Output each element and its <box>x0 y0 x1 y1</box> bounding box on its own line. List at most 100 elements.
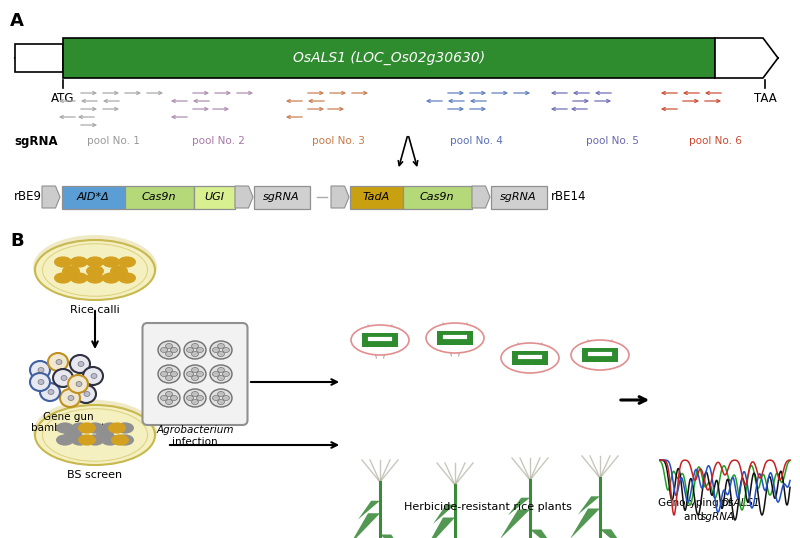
Ellipse shape <box>426 323 484 353</box>
FancyBboxPatch shape <box>582 348 618 362</box>
Ellipse shape <box>86 272 104 284</box>
Ellipse shape <box>78 422 96 434</box>
Polygon shape <box>433 505 455 524</box>
Ellipse shape <box>86 422 104 434</box>
Text: rBE9: rBE9 <box>14 190 42 203</box>
Text: Agrobacterium: Agrobacterium <box>156 425 234 435</box>
Text: OsALS1 (LOC_Os02g30630): OsALS1 (LOC_Os02g30630) <box>293 51 485 65</box>
Ellipse shape <box>158 365 180 383</box>
Ellipse shape <box>111 434 129 445</box>
Ellipse shape <box>30 373 50 391</box>
Ellipse shape <box>70 257 88 267</box>
Ellipse shape <box>102 257 120 267</box>
Ellipse shape <box>170 372 178 377</box>
Polygon shape <box>500 509 530 538</box>
Ellipse shape <box>110 265 128 277</box>
Ellipse shape <box>213 395 219 400</box>
Text: pool No. 2: pool No. 2 <box>191 136 245 146</box>
Ellipse shape <box>184 365 206 383</box>
Ellipse shape <box>76 385 96 403</box>
Text: Cas9n: Cas9n <box>420 192 454 202</box>
Polygon shape <box>508 498 530 515</box>
Ellipse shape <box>170 348 178 352</box>
Ellipse shape <box>191 392 198 397</box>
Ellipse shape <box>48 353 68 371</box>
Ellipse shape <box>35 405 155 465</box>
Text: and: and <box>684 512 707 522</box>
Ellipse shape <box>35 240 155 300</box>
Ellipse shape <box>166 351 173 357</box>
Ellipse shape <box>222 348 230 352</box>
Text: ATG: ATG <box>51 92 74 105</box>
Text: Gene gun: Gene gun <box>42 412 94 422</box>
Text: Genotyping of: Genotyping of <box>658 498 735 508</box>
Ellipse shape <box>170 395 178 400</box>
Text: pool No. 3: pool No. 3 <box>311 136 365 146</box>
Ellipse shape <box>218 400 225 405</box>
Ellipse shape <box>33 400 157 464</box>
Ellipse shape <box>191 351 198 357</box>
Ellipse shape <box>71 434 89 445</box>
Ellipse shape <box>56 422 74 434</box>
Ellipse shape <box>218 392 225 397</box>
Ellipse shape <box>54 257 72 267</box>
FancyBboxPatch shape <box>490 186 546 209</box>
Text: pool No. 5: pool No. 5 <box>586 136 638 146</box>
Text: Cas9n: Cas9n <box>142 192 176 202</box>
Ellipse shape <box>191 400 198 405</box>
Text: sgRNA: sgRNA <box>500 192 537 202</box>
FancyBboxPatch shape <box>62 186 125 209</box>
Ellipse shape <box>218 351 225 357</box>
Text: sgRNA: sgRNA <box>263 192 300 202</box>
Ellipse shape <box>186 395 194 400</box>
Ellipse shape <box>166 343 173 349</box>
FancyBboxPatch shape <box>125 186 194 209</box>
Text: rBE14: rBE14 <box>551 190 586 203</box>
Ellipse shape <box>210 341 232 359</box>
Text: AID*Δ: AID*Δ <box>77 192 110 202</box>
Ellipse shape <box>161 348 167 352</box>
Ellipse shape <box>166 392 173 397</box>
Text: BS screen: BS screen <box>67 470 122 480</box>
Ellipse shape <box>118 272 136 284</box>
Polygon shape <box>380 534 408 538</box>
Ellipse shape <box>218 376 225 380</box>
Ellipse shape <box>76 381 82 386</box>
Text: A: A <box>10 12 24 30</box>
Text: pool No. 6: pool No. 6 <box>689 136 742 146</box>
Ellipse shape <box>96 429 114 441</box>
Ellipse shape <box>118 257 136 267</box>
Polygon shape <box>578 496 600 515</box>
Ellipse shape <box>83 367 103 385</box>
Polygon shape <box>358 501 380 520</box>
Text: pool No. 1: pool No. 1 <box>86 136 139 146</box>
Ellipse shape <box>61 376 67 380</box>
Ellipse shape <box>86 257 104 267</box>
Ellipse shape <box>501 343 559 373</box>
Polygon shape <box>530 529 558 538</box>
Ellipse shape <box>60 389 80 407</box>
Ellipse shape <box>191 376 198 380</box>
Ellipse shape <box>186 348 194 352</box>
Ellipse shape <box>53 369 73 387</box>
Ellipse shape <box>158 389 180 407</box>
Ellipse shape <box>210 389 232 407</box>
Ellipse shape <box>102 272 120 284</box>
Polygon shape <box>350 513 380 538</box>
FancyBboxPatch shape <box>15 44 63 72</box>
Ellipse shape <box>184 341 206 359</box>
Ellipse shape <box>218 367 225 372</box>
Ellipse shape <box>197 395 203 400</box>
Ellipse shape <box>56 434 74 445</box>
Text: TAA: TAA <box>754 92 776 105</box>
Ellipse shape <box>54 272 72 284</box>
Ellipse shape <box>40 383 60 401</box>
Ellipse shape <box>68 375 88 393</box>
Ellipse shape <box>191 367 198 372</box>
Text: sgRNA: sgRNA <box>701 512 735 522</box>
Ellipse shape <box>38 379 44 385</box>
Ellipse shape <box>166 367 173 372</box>
Ellipse shape <box>351 325 409 355</box>
Ellipse shape <box>48 390 54 394</box>
FancyBboxPatch shape <box>194 186 234 209</box>
